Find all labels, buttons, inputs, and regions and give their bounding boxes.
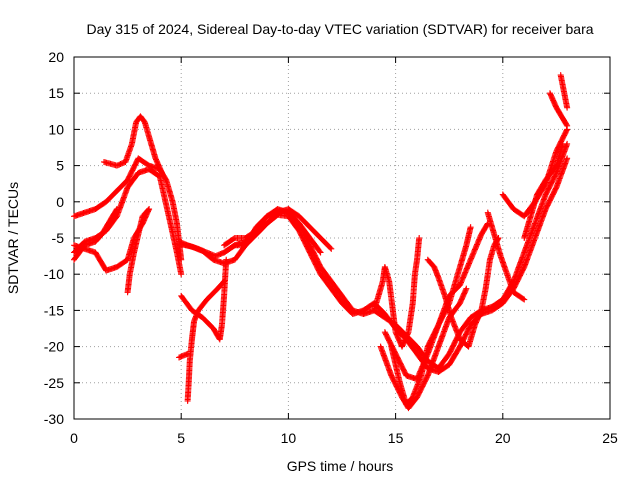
- data-point: [178, 271, 185, 278]
- y-tick-label: -15: [44, 302, 64, 318]
- data-points: [71, 72, 571, 412]
- y-tick-label: 0: [56, 194, 64, 210]
- y-tick-label: -30: [44, 411, 64, 427]
- data-point: [564, 104, 571, 111]
- data-series-track-w: [557, 72, 571, 111]
- x-tick-label: 25: [602, 430, 618, 446]
- data-point: [564, 155, 571, 162]
- axis-ticks: 0 5 10 15 20 25 -30 -25 -20 -15 -10 -5 0 5 10 15 20: [44, 49, 618, 446]
- y-tick-label: -5: [52, 230, 65, 246]
- y-tick-label: 5: [56, 158, 64, 174]
- data-series-track-q: [377, 285, 470, 412]
- x-tick-label: 0: [70, 430, 78, 446]
- x-tick-label: 10: [281, 430, 297, 446]
- data-series-track-n: [371, 235, 423, 350]
- data-point: [145, 207, 152, 214]
- y-tick-label: 15: [48, 85, 64, 101]
- data-series-track-e: [101, 113, 165, 176]
- x-axis-label: GPS time / hours: [287, 458, 394, 474]
- data-point: [158, 169, 165, 176]
- data-point: [146, 206, 153, 213]
- y-tick-label: -25: [44, 375, 64, 391]
- y-tick-label: 10: [48, 121, 64, 137]
- data-series-track-r: [424, 235, 502, 350]
- y-axis-label: SDTVAR / TECUs: [5, 182, 21, 294]
- data-series-track-a: [71, 155, 185, 263]
- data-point: [564, 122, 571, 129]
- data-series-track-g: [178, 256, 230, 343]
- data-point: [316, 248, 323, 255]
- data-point: [559, 140, 566, 147]
- x-tick-label: 5: [177, 430, 185, 446]
- data-point: [328, 245, 335, 252]
- data-point: [416, 235, 423, 241]
- chart-title: Day 315 of 2024, Sidereal Day-to-day VTE…: [86, 21, 593, 37]
- data-series-track-f: [124, 206, 153, 296]
- data-point: [467, 224, 474, 231]
- data-point: [563, 127, 570, 134]
- data-point: [113, 207, 120, 214]
- data-point: [520, 295, 527, 302]
- y-tick-label: 20: [48, 49, 64, 65]
- y-tick-label: -20: [44, 339, 64, 355]
- data-series-track-p: [388, 224, 474, 408]
- data-series-track-u: [521, 140, 566, 241]
- data-point: [113, 206, 120, 213]
- grid: [74, 57, 610, 419]
- data-series-track-v: [546, 90, 571, 129]
- y-tick-label: -10: [44, 266, 64, 282]
- data-point: [521, 296, 528, 303]
- data-series-track-m: [221, 155, 571, 375]
- data-series-track-s: [484, 209, 528, 303]
- data-point: [327, 244, 334, 251]
- data-point: [463, 285, 470, 292]
- data-point: [317, 249, 324, 256]
- data-point: [563, 121, 570, 128]
- x-tick-label: 20: [495, 430, 511, 446]
- data-point: [220, 279, 227, 286]
- x-tick-label: 15: [388, 430, 404, 446]
- data-series-track-d: [71, 206, 120, 263]
- data-series-track-i: [184, 278, 228, 404]
- data-point: [221, 278, 228, 285]
